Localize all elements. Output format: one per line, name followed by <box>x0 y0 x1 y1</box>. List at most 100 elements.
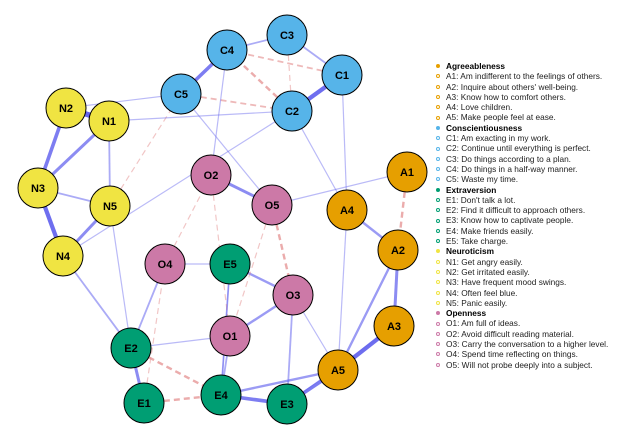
legend-item-label: O4: Spend time reflecting on things. <box>446 349 578 360</box>
legend-group-label: Agreeableness <box>446 61 506 71</box>
node-label: C1 <box>335 70 349 82</box>
node-circle <box>88 100 130 142</box>
legend-ring-icon <box>436 177 440 182</box>
legend-ring-icon <box>436 321 440 326</box>
node-O5: O5 <box>251 184 293 226</box>
legend-item-label: C5: Waste my time. <box>446 174 519 185</box>
node-A4: A4 <box>326 189 368 231</box>
node-circle <box>271 90 313 132</box>
node-circle <box>373 305 415 347</box>
legend-item-label: A1: Am indifferent to the feelings of ot… <box>446 71 603 82</box>
legend-item-label: E1: Don't talk a lot. <box>446 194 516 205</box>
legend-item-E4: E4: Make friends easily. <box>436 226 608 236</box>
node-label: E4 <box>214 390 228 402</box>
node-circle <box>266 383 308 425</box>
legend-item-label: A4: Love children. <box>446 102 513 113</box>
legend-item-N4: N4: Often feel blue. <box>436 288 608 298</box>
node-circle <box>42 235 84 277</box>
node-E3: E3 <box>266 383 308 425</box>
node-circle <box>45 87 87 129</box>
legend-item-label: C4: Do things in a half-way manner. <box>446 163 578 174</box>
legend-item-O2: O2: Avoid difficult reading material. <box>436 329 608 339</box>
node-label: E3 <box>280 399 293 411</box>
node-C2: C2 <box>271 90 313 132</box>
node-C4: C4 <box>206 29 248 71</box>
legend-item-O3: O3: Carry the conversation to a higher l… <box>436 339 608 349</box>
node-circle <box>317 349 359 391</box>
node-N4: N4 <box>42 235 84 277</box>
node-A2: A2 <box>377 229 419 271</box>
node-circle <box>326 189 368 231</box>
edge-N5-E2 <box>109 205 132 349</box>
legend-item-label: N3: Have frequent mood swings. <box>446 277 567 288</box>
edge-E1-O4 <box>143 263 166 404</box>
node-label: A4 <box>340 205 355 217</box>
node-circle <box>272 274 314 316</box>
legend-item-label: A2: Inquire about others' well-being. <box>446 81 579 92</box>
node-circle <box>251 184 293 226</box>
legend-item-label: E4: Make friends easily. <box>446 225 534 236</box>
legend-item-C5: C5: Waste my time. <box>436 174 608 184</box>
node-N3: N3 <box>17 167 59 209</box>
legend-group-conscientiousness: Conscientiousness <box>436 123 608 133</box>
legend-ring-icon <box>436 259 440 264</box>
node-O2: O2 <box>190 154 232 196</box>
node-circle <box>209 315 251 357</box>
node-N1: N1 <box>88 100 130 142</box>
node-circle <box>206 29 248 71</box>
node-circle <box>110 327 152 369</box>
legend-ring-icon <box>436 342 440 347</box>
legend-ring-icon <box>436 115 440 120</box>
legend-item-C3: C3: Do things according to a plan. <box>436 154 608 164</box>
node-circle <box>209 243 251 285</box>
node-label: E5 <box>223 259 236 271</box>
node-label: E1 <box>137 398 150 410</box>
legend-item-A2: A2: Inquire about others' well-being. <box>436 82 608 92</box>
edge-N4-C2 <box>62 110 293 257</box>
legend-ring-icon <box>436 136 440 141</box>
legend-group-agreeableness: Agreeableness <box>436 61 608 71</box>
node-label: O2 <box>204 170 219 182</box>
node-circle <box>321 54 363 96</box>
legend-item-N5: N5: Panic easily. <box>436 298 608 308</box>
legend-item-label: O1: Am full of ideas. <box>446 318 521 329</box>
edge-C5-O5 <box>180 93 273 206</box>
node-circle <box>123 382 165 424</box>
legend-ring-icon <box>436 331 440 336</box>
node-circle <box>160 73 202 115</box>
legend-bullet-icon <box>436 311 440 316</box>
node-label: O3 <box>286 290 301 302</box>
node-circle <box>200 374 242 416</box>
legend-item-label: E3: Know how to captivate people. <box>446 215 574 226</box>
node-label: A3 <box>387 321 401 333</box>
legend-item-label: N2: Get irritated easily. <box>446 266 530 277</box>
legend-item-C1: C1: Am exacting in my work. <box>436 133 608 143</box>
legend-ring-icon <box>436 156 440 161</box>
node-label: O1 <box>223 331 238 343</box>
legend-ring-icon <box>436 167 440 172</box>
legend-ring-icon <box>436 239 440 244</box>
node-label: C5 <box>174 89 188 101</box>
legend-item-N3: N3: Have frequent mood swings. <box>436 277 608 287</box>
node-label: C4 <box>220 45 235 57</box>
legend-bullet-icon <box>436 125 440 130</box>
legend-ring-icon <box>436 300 440 305</box>
legend-item-label: A3: Know how to comfort others. <box>446 91 566 102</box>
node-C3: C3 <box>266 14 308 56</box>
node-E1: E1 <box>123 382 165 424</box>
node-label: C2 <box>285 106 299 118</box>
legend-item-label: A5: Make people feel at ease. <box>446 112 556 123</box>
edge-A4-A5 <box>337 209 348 371</box>
node-label: N3 <box>31 183 45 195</box>
node-label: A2 <box>391 245 405 257</box>
node-label: A1 <box>400 167 414 179</box>
node-N2: N2 <box>45 87 87 129</box>
legend-item-A1: A1: Am indifferent to the feelings of ot… <box>436 71 608 81</box>
node-A1: A1 <box>386 151 428 193</box>
node-N5: N5 <box>89 185 131 227</box>
legend-item-label: E5: Take charge. <box>446 236 509 247</box>
legend-ring-icon <box>436 208 440 213</box>
node-E4: E4 <box>200 374 242 416</box>
legend-group-label: Neuroticism <box>446 246 494 257</box>
